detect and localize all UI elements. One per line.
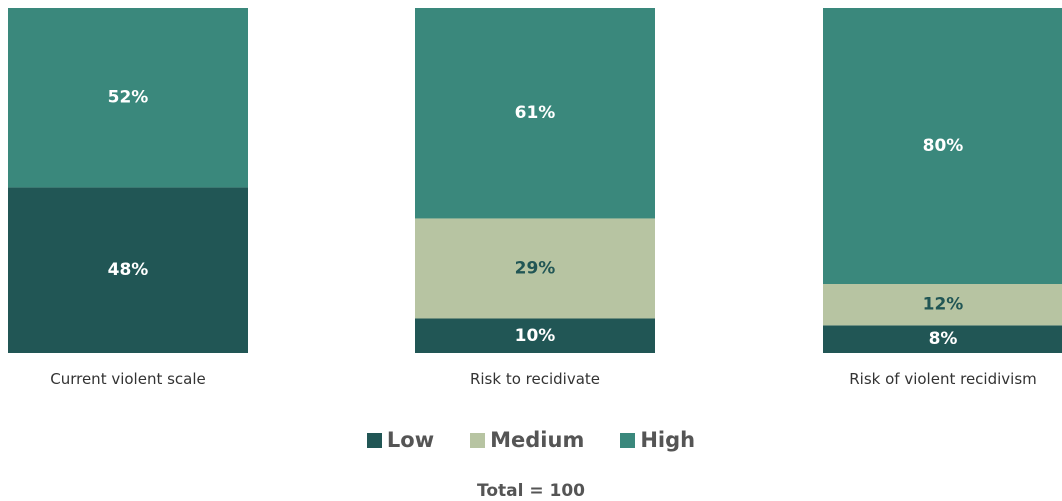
data-label-risk-to-recidivate-low: 10% xyxy=(515,326,556,346)
legend: Low Medium High xyxy=(0,428,1062,452)
legend-label-high: High xyxy=(640,428,696,452)
data-label-risk-of-violent-recidivism-high: 80% xyxy=(923,136,964,156)
legend-label-medium: Medium xyxy=(490,428,585,452)
data-label-risk-to-recidivate-medium: 29% xyxy=(515,258,556,278)
legend-swatch-medium xyxy=(470,432,486,448)
bar-segment-risk-of-violent-recidivism-low xyxy=(823,325,1062,353)
bar-segment-risk-to-recidivate-medium xyxy=(415,218,655,319)
legend-swatch-high xyxy=(620,432,636,448)
legend-item-high: High xyxy=(620,428,695,452)
data-label-current-violent-scale-low: 48% xyxy=(108,260,149,280)
legend-swatch-low xyxy=(366,432,382,448)
category-label-current-violent-scale: Current violent scale xyxy=(50,370,206,388)
legend-item-medium: Medium xyxy=(470,428,584,452)
total-note: Total = 100 xyxy=(476,481,585,501)
bar-segment-risk-of-violent-recidivism-medium xyxy=(823,284,1062,326)
bar-segment-current-violent-scale-low xyxy=(8,187,248,353)
legend-label-low: Low xyxy=(386,428,435,452)
category-label-risk-to-recidivate: Risk to recidivate xyxy=(470,370,600,388)
data-label-current-violent-scale-high: 52% xyxy=(108,88,149,108)
data-label-risk-of-violent-recidivism-low: 8% xyxy=(929,329,958,349)
bar-segment-risk-to-recidivate-high xyxy=(415,8,655,219)
category-label-risk-of-violent-recidivism: Risk of violent recidivism xyxy=(849,370,1037,388)
legend-item-low: Low xyxy=(366,428,435,452)
bar-segment-risk-of-violent-recidivism-high xyxy=(823,8,1062,284)
data-label-risk-of-violent-recidivism-medium: 12% xyxy=(923,295,964,315)
bar-segment-risk-to-recidivate-low xyxy=(415,318,655,353)
stacked-bar-chart: 48% 52% Current violent scale 10% 29% 61% Risk… xyxy=(8,8,1062,388)
bar-segment-current-violent-scale-high xyxy=(8,8,248,188)
data-label-risk-to-recidivate-high: 61% xyxy=(515,103,556,123)
